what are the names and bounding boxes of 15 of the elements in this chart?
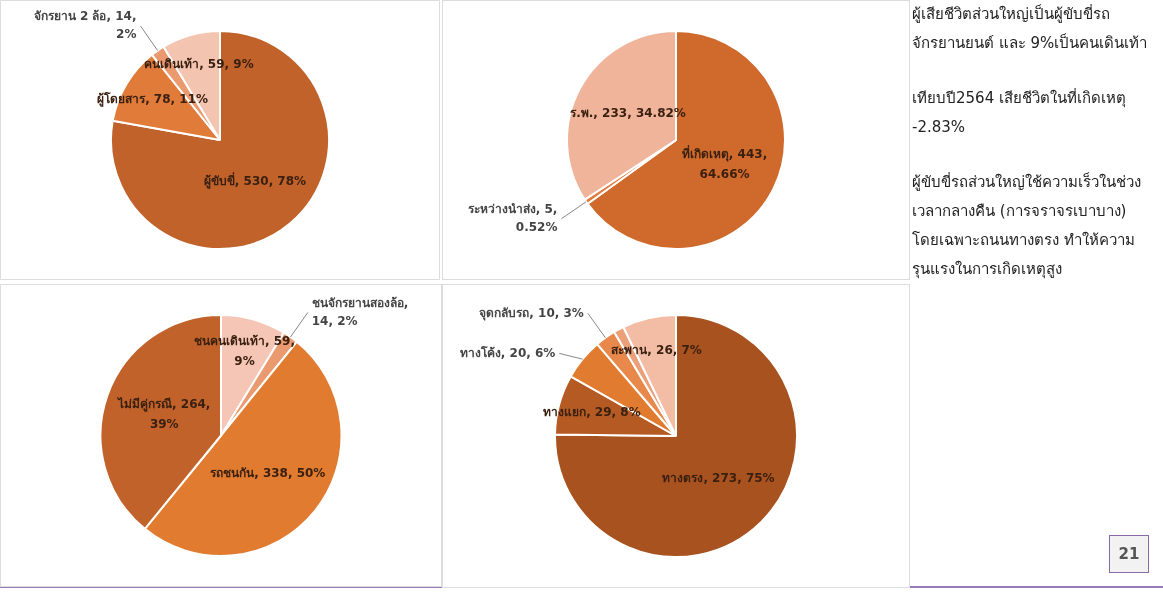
slice-label: ผู้ขับขี่, 530, 78% [203,171,307,189]
slice-label: สะพาน, 26, 7% [611,343,702,358]
slice-label: ไม่มีคู่กรณี, 264, 39% [116,396,211,432]
text: เทียบปี2564 เสียชีวิตในที่เกิดเหตุ -2.83% [912,87,1127,138]
slice-label: ทางตรง, 273, 75% [662,471,775,486]
slice-label: ชนจักรยานสองล้อ, 14, 2% [311,295,409,328]
text: ผู้ขับขี่รถส่วนใหญ่ใช้ความเร็วในช่วงเวลากลางคืน (การจราจรเบาบาง) โดยเฉพาะถนนทางตรง ทำให้ความรุนแรงในการเกิดเหตุสูง [912,171,1142,281]
text: ผู้เสียชีวิตส่วนใหญ่เป็นผู้ขับขี่รถจักรยานยนต์ และ 9%เป็นคนเดินเท้า [912,3,1149,54]
slice-label: ที่เกิดเหตุ, 443, 64.66% [681,144,768,181]
slice-label: จุดกลับรถ, 10, 3% [479,305,584,321]
slice-label: จักรยาน 2 ล้อ, 14, 2% [33,9,137,42]
slice-label: ระหว่างนำส่ง, 5, 0.52% [467,201,558,234]
slice-label: ทางโค้ง, 20, 6% [459,344,556,360]
slice-label: รถชนกัน, 338, 50% [210,465,326,480]
text: 21 [1109,535,1149,573]
